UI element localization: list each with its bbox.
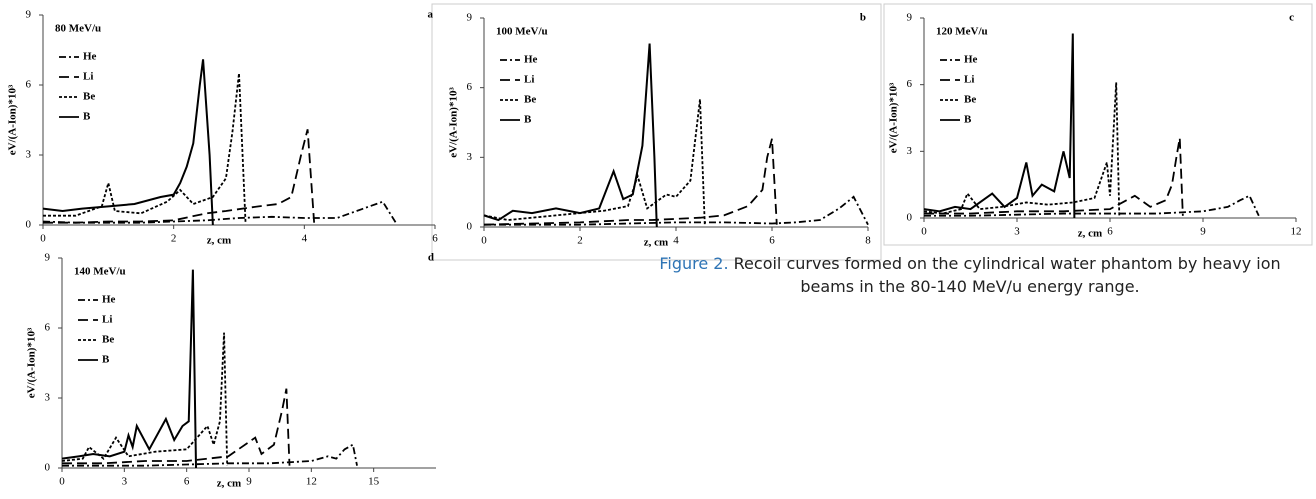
data-line xyxy=(43,73,247,223)
y-tick-label: 0 xyxy=(45,462,51,474)
y-tick-label: 0 xyxy=(907,212,913,224)
y-tick-label: 6 xyxy=(26,79,32,91)
legend-label: He xyxy=(964,54,978,66)
x-tick-label: 2 xyxy=(577,235,583,247)
y-tick-label: 3 xyxy=(26,149,32,161)
x-tick-label: 8 xyxy=(865,235,871,247)
legend-label: He xyxy=(102,294,116,306)
data-line xyxy=(62,443,358,467)
x-tick-label: 4 xyxy=(302,233,308,245)
data-line xyxy=(483,99,706,225)
y-tick-label: 0 xyxy=(26,219,32,231)
panel-letter: b xyxy=(860,12,866,24)
x-axis-label: z, cm xyxy=(1078,228,1102,240)
x-tick-label: 4 xyxy=(673,235,679,247)
legend-label: He xyxy=(83,51,97,63)
panel-border xyxy=(883,3,1313,246)
chart-title: 120 MeV/u xyxy=(936,26,988,38)
x-tick-label: 15 xyxy=(368,476,380,488)
data-line xyxy=(923,33,1076,219)
x-tick-label: 12 xyxy=(306,476,317,488)
x-tick-label: 0 xyxy=(921,226,927,238)
x-tick-label: 12 xyxy=(1291,226,1302,238)
data-line xyxy=(61,332,229,466)
data-line xyxy=(43,129,316,224)
caption-label: Figure 2. xyxy=(659,254,729,273)
panel-letter: a xyxy=(428,9,434,21)
x-tick-label: 6 xyxy=(184,476,190,488)
legend-label: B xyxy=(102,354,110,366)
legend-label: Li xyxy=(964,74,974,86)
panel-letter: d xyxy=(428,252,434,264)
y-axis-label: eV/(A-Ion)*10³ xyxy=(7,84,19,155)
data-line xyxy=(42,59,214,226)
x-tick-label: 2 xyxy=(171,233,177,245)
data-line xyxy=(61,269,198,469)
chart-title: 100 MeV/u xyxy=(496,26,548,38)
y-tick-label: 6 xyxy=(45,322,51,334)
x-tick-label: 3 xyxy=(1014,226,1020,238)
data-line xyxy=(483,138,778,226)
y-tick-label: 3 xyxy=(45,392,51,404)
legend-label: Be xyxy=(524,94,536,106)
x-tick-label: 0 xyxy=(481,235,487,247)
chart-title: 140 MeV/u xyxy=(74,266,126,278)
caption: Figure 2. Recoil curves formed on the cy… xyxy=(640,252,1300,298)
y-tick-label: 9 xyxy=(45,252,51,264)
legend-label: B xyxy=(964,114,972,126)
data-line xyxy=(924,194,1260,217)
y-tick-label: 9 xyxy=(907,12,913,24)
y-axis-label: eV/(A-Ion)*10³ xyxy=(888,82,900,153)
y-tick-label: 6 xyxy=(907,78,913,90)
x-tick-label: 6 xyxy=(1107,226,1113,238)
data-line xyxy=(42,200,397,224)
legend-label: B xyxy=(83,111,91,123)
caption-text: Recoil curves formed on the cylindrical … xyxy=(733,254,1281,296)
x-tick-label: 9 xyxy=(1200,226,1206,238)
x-tick-label: 0 xyxy=(40,233,46,245)
x-axis-label: z, cm xyxy=(207,235,231,247)
legend-label: Be xyxy=(102,334,114,346)
y-tick-label: 3 xyxy=(467,151,473,163)
legend-label: He xyxy=(524,54,538,66)
y-tick-label: 9 xyxy=(467,12,473,24)
panel-letter: c xyxy=(1289,12,1294,24)
legend-label: B xyxy=(524,114,532,126)
data-line xyxy=(483,43,658,228)
y-tick-label: 3 xyxy=(907,145,913,157)
legend-label: Be xyxy=(83,91,95,103)
x-axis-label: z, cm xyxy=(217,478,241,490)
x-tick-label: 6 xyxy=(432,233,438,245)
y-tick-label: 6 xyxy=(467,81,473,93)
chart-title: 80 MeV/u xyxy=(55,23,101,35)
legend-label: Be xyxy=(964,94,976,106)
legend-label: Li xyxy=(524,74,534,86)
y-axis-label: eV/(A-Ion)*10³ xyxy=(26,327,38,398)
y-tick-label: 9 xyxy=(26,9,32,21)
y-axis-label: eV/(A-Ion)*10³ xyxy=(448,87,460,158)
legend-label: Li xyxy=(83,71,93,83)
legend-label: Li xyxy=(102,314,112,326)
data-line xyxy=(484,195,869,226)
data-line xyxy=(62,388,291,466)
x-tick-label: 6 xyxy=(769,235,775,247)
panel-border xyxy=(431,3,882,261)
data-line xyxy=(923,82,1121,216)
x-axis-label: z, cm xyxy=(644,237,668,249)
x-tick-label: 3 xyxy=(122,476,128,488)
x-tick-label: 0 xyxy=(59,476,65,488)
y-tick-label: 0 xyxy=(467,221,473,233)
data-line xyxy=(924,137,1184,216)
x-tick-label: 9 xyxy=(246,476,252,488)
